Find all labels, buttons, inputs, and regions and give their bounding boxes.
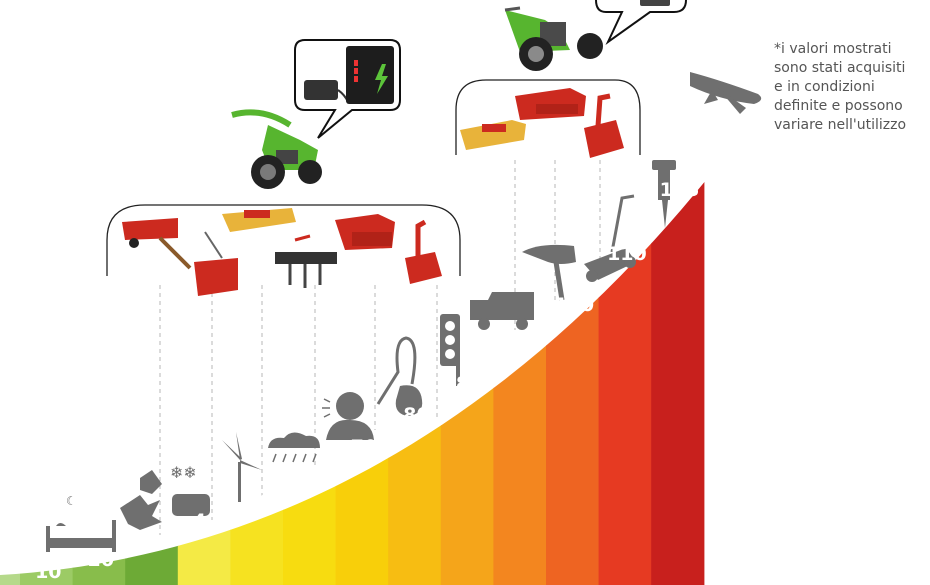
refrigerator-compressor-icon: ❄❄ xyxy=(170,463,210,516)
level-bar xyxy=(72,110,126,585)
note-line: variare nell'utilizzo xyxy=(774,117,907,133)
walking-tractor-engine xyxy=(504,6,603,71)
lawn-mower-icon xyxy=(584,194,636,282)
hair-dryer-icon xyxy=(522,244,576,301)
level-label: 70 xyxy=(351,436,377,458)
disclaimer-note: *i valori mostrati sono stati acquisiti … xyxy=(774,40,930,135)
svg-text:❄❄: ❄❄ xyxy=(170,463,197,482)
power-harrow-icon xyxy=(335,214,395,250)
truck-icon xyxy=(470,292,534,330)
level-label: 40 xyxy=(193,510,219,532)
snow-blower-icon-2 xyxy=(584,93,624,158)
trailer-icon xyxy=(122,218,192,270)
jackhammer-icon xyxy=(652,160,676,228)
sweeper-broom-icon xyxy=(222,208,296,232)
svg-text:☾: ☾ xyxy=(66,494,77,508)
level-label: 135 xyxy=(660,179,700,201)
wind-turbine-icon xyxy=(222,432,262,502)
battery-icon xyxy=(346,46,394,104)
level-bar xyxy=(125,110,179,585)
level-label: 100 xyxy=(554,294,594,316)
note-line: e in condizioni xyxy=(774,79,875,95)
traffic-light-icon xyxy=(440,314,460,386)
level-label: 20 xyxy=(88,549,114,571)
level-bar xyxy=(598,110,652,585)
implement-group-bracket-left xyxy=(106,204,461,276)
sweeper-broom-icon-2 xyxy=(460,120,526,150)
level-bar xyxy=(440,110,494,585)
airplane-icon xyxy=(690,72,762,114)
vacuum-cleaner-icon xyxy=(376,336,423,416)
walking-tractor-electric xyxy=(231,109,322,189)
level-label: 85 xyxy=(456,373,482,395)
level-bar-edge xyxy=(0,110,20,585)
charger-speech-bubble xyxy=(294,39,401,139)
rotary-tiller-icon xyxy=(275,234,337,288)
level-label: 90 xyxy=(508,330,534,352)
note-line: *i valori mostrati xyxy=(774,41,892,57)
bed-icon: ☾ xyxy=(46,494,116,552)
level-label: 10 xyxy=(35,561,61,583)
level-label: 80 xyxy=(403,404,429,426)
leaf-icon xyxy=(120,470,162,530)
note-line: definite e possono xyxy=(774,98,903,114)
note-line: sono stati acquisiti xyxy=(774,60,906,76)
level-bar xyxy=(546,110,600,585)
rain-cloud-icon xyxy=(268,432,320,463)
level-label: 60 xyxy=(298,464,324,486)
implement-group-bracket-right xyxy=(455,79,641,155)
snow-blower-icon xyxy=(405,219,442,284)
level-label: 50 xyxy=(245,491,271,513)
level-label: 30 xyxy=(140,532,166,554)
level-label: 110 xyxy=(607,243,647,265)
power-harrow-icon-2 xyxy=(515,88,586,120)
speaking-person-icon xyxy=(322,392,374,440)
engine-speech-bubble xyxy=(595,0,687,46)
snow-plow-blade-icon xyxy=(194,231,238,296)
